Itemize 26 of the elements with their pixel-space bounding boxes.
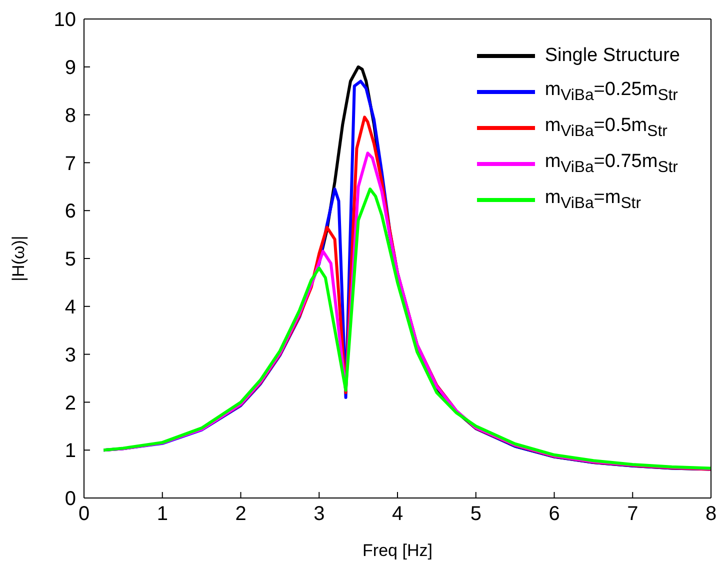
x-tick-label: 1 <box>156 503 168 526</box>
x-tick-label: 8 <box>705 503 717 526</box>
y-tick-label: 5 <box>64 248 76 271</box>
x-tick-label: 4 <box>392 503 404 526</box>
y-axis-title: |H(ω)| <box>9 236 28 282</box>
y-tick-label: 3 <box>64 344 76 366</box>
legend-label: m$_{ViBa}$=0.5m$_{Str}$ <box>544 115 668 141</box>
y-tick-label: 10 <box>54 9 76 32</box>
y-tick-label: 6 <box>64 200 76 223</box>
y-tick-label: 0 <box>64 488 76 510</box>
x-tick-label: 3 <box>314 503 325 526</box>
legend-label: m$_{ViBa}$=0.75m$_{Str}$ <box>544 151 678 177</box>
y-tick-label: 9 <box>64 57 76 79</box>
y-tick-label: 4 <box>64 296 76 318</box>
legend-label: m$_{ViBa}$=m$_{Str}$ <box>544 187 641 213</box>
x-axis-title: Freq [Hz] <box>362 541 432 560</box>
x-tick-label: 5 <box>470 503 482 526</box>
legend-label: m$_{ViBa}$=0.25m$_{Str}$ <box>544 79 678 105</box>
y-tick-label: 7 <box>64 152 76 175</box>
y-tick-label: 8 <box>64 104 76 127</box>
legend-label: Single Structure <box>544 45 680 67</box>
y-tick-label: 1 <box>64 440 76 462</box>
x-tick-label: 2 <box>235 503 246 526</box>
y-tick-label: 2 <box>64 392 76 414</box>
x-tick-label: 6 <box>548 503 560 526</box>
x-tick-label: 7 <box>627 503 638 526</box>
